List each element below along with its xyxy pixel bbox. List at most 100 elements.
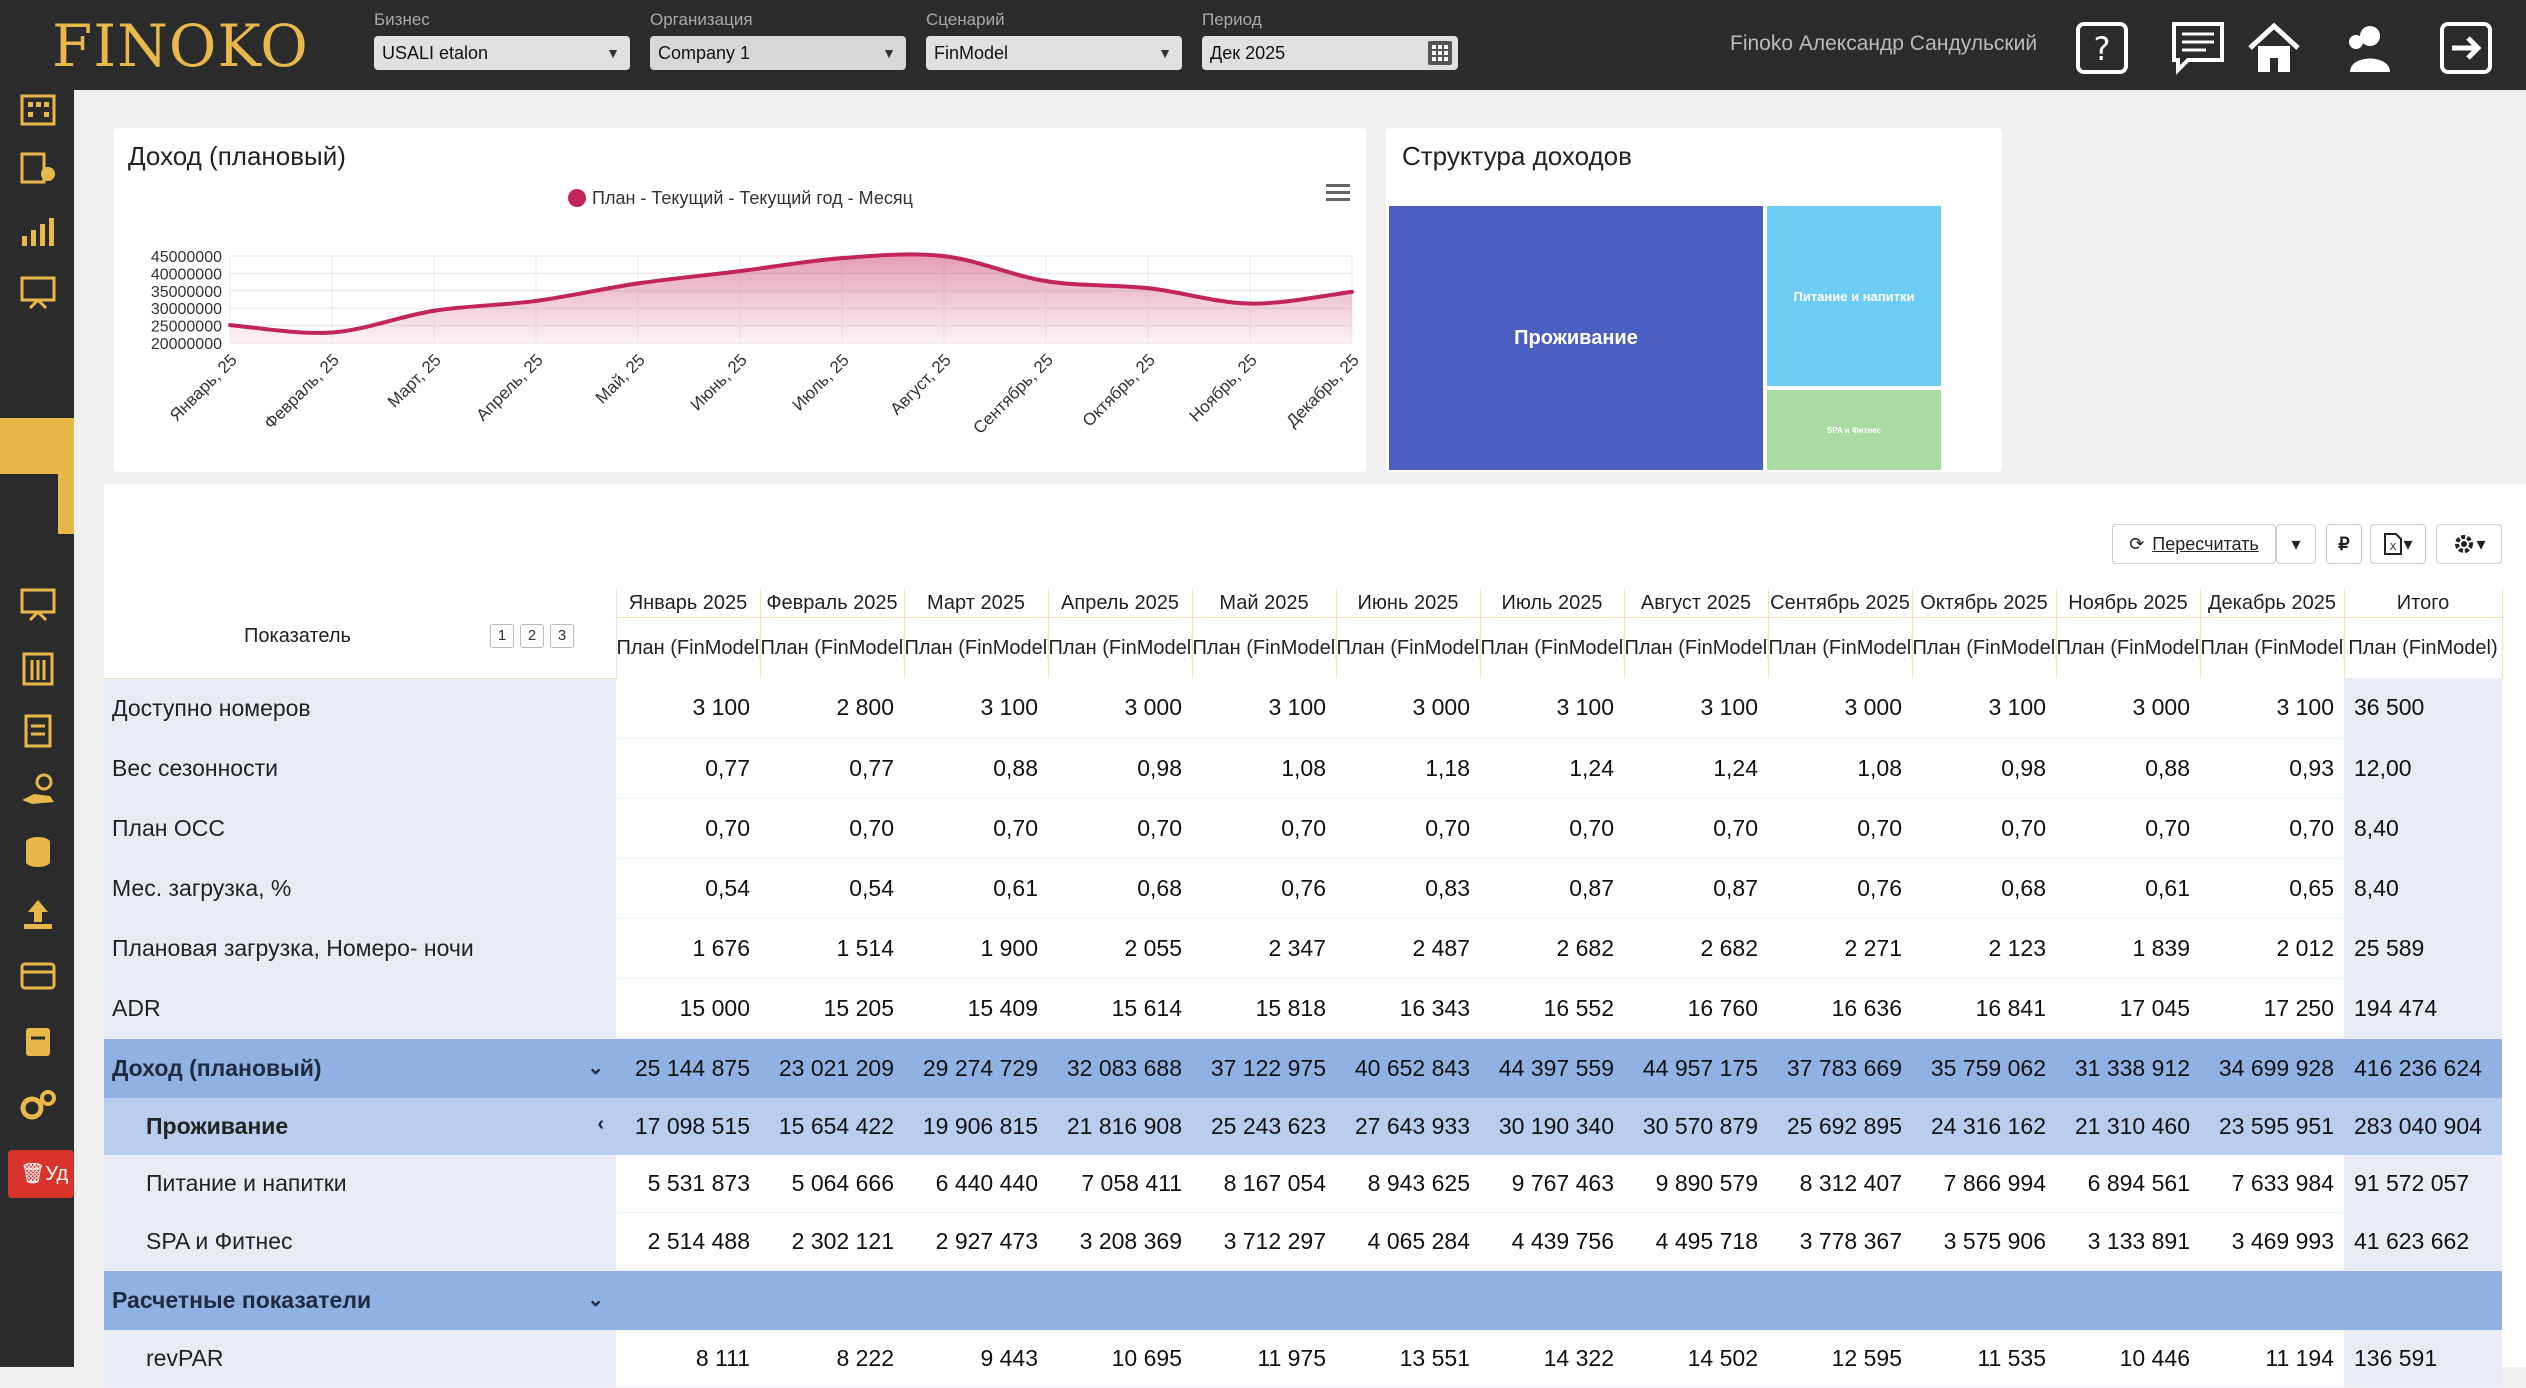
value-cell[interactable]: 3 575 906 <box>1912 1212 2056 1271</box>
value-cell[interactable]: 9 443 <box>904 1329 1048 1388</box>
value-cell[interactable] <box>616 1270 760 1330</box>
value-cell[interactable]: 3 100 <box>616 678 760 739</box>
value-cell[interactable]: 3 100 <box>1624 678 1768 739</box>
book-icon[interactable] <box>18 1024 58 1060</box>
messages-icon[interactable] <box>2170 20 2226 76</box>
building-icon[interactable] <box>18 90 58 126</box>
data-point[interactable] <box>1350 289 1354 294</box>
chevron-left-icon[interactable]: ‹ <box>597 1112 604 1135</box>
value-cell[interactable]: 14 322 <box>1480 1329 1624 1388</box>
value-cell[interactable]: 1 676 <box>616 918 760 979</box>
presentation-icon[interactable] <box>18 274 58 310</box>
value-cell[interactable]: 0,70 <box>1192 798 1336 859</box>
value-cell[interactable]: 3 000 <box>2056 678 2200 739</box>
value-cell[interactable]: 32 083 688 <box>1048 1038 1192 1098</box>
value-cell[interactable]: 11 194 <box>2200 1329 2344 1388</box>
data-point[interactable] <box>942 254 946 259</box>
value-cell[interactable]: 0,70 <box>616 798 760 859</box>
data-point[interactable] <box>840 256 844 261</box>
value-cell[interactable]: 0,83 <box>1336 858 1480 919</box>
value-cell[interactable]: 1,08 <box>1768 738 1912 799</box>
data-point[interactable] <box>534 298 538 303</box>
treemap-cell-spa[interactable]: SPA и Фитнес <box>1767 390 1941 470</box>
payment-icon[interactable] <box>18 958 58 994</box>
value-cell[interactable]: 23 595 951 <box>2200 1097 2344 1155</box>
value-cell[interactable]: 0,70 <box>1480 798 1624 859</box>
hand-coin-icon[interactable] <box>18 772 58 808</box>
value-cell[interactable]: 1,08 <box>1192 738 1336 799</box>
scenario-select[interactable]: FinModel ▼ <box>926 36 1182 70</box>
users-icon[interactable] <box>2340 20 2396 76</box>
value-cell[interactable]: 2 487 <box>1336 918 1480 979</box>
value-cell[interactable]: 17 045 <box>2056 978 2200 1039</box>
value-cell[interactable] <box>1912 1270 2056 1330</box>
user-name[interactable]: Finoko Александр Сандульский <box>1730 32 2038 55</box>
value-cell[interactable]: 2 514 488 <box>616 1212 760 1271</box>
value-cell[interactable]: 2 682 <box>1480 918 1624 979</box>
value-cell[interactable]: 0,70 <box>760 798 904 859</box>
row-label[interactable]: Доход (плановый) ⌄ <box>104 1038 616 1098</box>
office-building-icon[interactable] <box>18 650 58 686</box>
data-point[interactable] <box>1044 279 1048 284</box>
value-cell[interactable]: 4 065 284 <box>1336 1212 1480 1271</box>
value-cell[interactable]: 5 064 666 <box>760 1154 904 1213</box>
value-cell[interactable]: 3 100 <box>1912 678 2056 739</box>
value-cell[interactable]: 11 535 <box>1912 1329 2056 1388</box>
level-2-button[interactable]: 2 <box>520 624 544 648</box>
data-point[interactable] <box>228 323 232 328</box>
value-cell[interactable]: 15 205 <box>760 978 904 1039</box>
value-cell[interactable]: 9 767 463 <box>1480 1154 1624 1213</box>
value-cell[interactable]: 0,88 <box>904 738 1048 799</box>
value-cell[interactable]: 0,87 <box>1480 858 1624 919</box>
value-cell[interactable]: 5 531 873 <box>616 1154 760 1213</box>
value-cell[interactable]: 19 906 815 <box>904 1097 1048 1155</box>
value-cell[interactable]: 0,93 <box>2200 738 2344 799</box>
value-cell[interactable]: 29 274 729 <box>904 1038 1048 1098</box>
value-cell[interactable]: 0,70 <box>1768 798 1912 859</box>
value-cell[interactable]: 2 123 <box>1912 918 2056 979</box>
value-cell[interactable]: 21 816 908 <box>1048 1097 1192 1155</box>
value-cell[interactable]: 0,76 <box>1192 858 1336 919</box>
settings-cogs-icon[interactable] <box>18 1088 58 1124</box>
value-cell[interactable] <box>904 1270 1048 1330</box>
value-cell[interactable]: 3 208 369 <box>1048 1212 1192 1271</box>
value-cell[interactable]: 1,18 <box>1336 738 1480 799</box>
value-cell[interactable]: 8 111 <box>616 1329 760 1388</box>
value-cell[interactable]: 3 133 891 <box>2056 1212 2200 1271</box>
value-cell[interactable]: 3 469 993 <box>2200 1212 2344 1271</box>
data-point[interactable] <box>1248 301 1252 306</box>
value-cell[interactable]: 0,76 <box>1768 858 1912 919</box>
value-cell[interactable]: 25 692 895 <box>1768 1097 1912 1155</box>
value-cell[interactable]: 7 633 984 <box>2200 1154 2344 1213</box>
value-cell[interactable]: 1 514 <box>760 918 904 979</box>
value-cell[interactable]: 16 760 <box>1624 978 1768 1039</box>
value-cell[interactable]: 0,70 <box>1048 798 1192 859</box>
value-cell[interactable]: 30 570 879 <box>1624 1097 1768 1155</box>
value-cell[interactable]: 0,98 <box>1912 738 2056 799</box>
value-cell[interactable]: 8 943 625 <box>1336 1154 1480 1213</box>
level-1-button[interactable]: 1 <box>490 624 514 648</box>
calendar-grid-icon[interactable] <box>1428 41 1452 65</box>
value-cell[interactable]: 15 614 <box>1048 978 1192 1039</box>
value-cell[interactable]: 16 552 <box>1480 978 1624 1039</box>
value-cell[interactable]: 6 894 561 <box>2056 1154 2200 1213</box>
value-cell[interactable]: 10 695 <box>1048 1329 1192 1388</box>
value-cell[interactable]: 0,77 <box>616 738 760 799</box>
recalculate-dropdown-button[interactable]: ▾ <box>2276 524 2316 564</box>
delete-button[interactable]: 🗑Уд <box>8 1150 74 1198</box>
export-excel-button[interactable]: X ▾ <box>2370 524 2426 564</box>
value-cell[interactable]: 3 000 <box>1048 678 1192 739</box>
chevron-down-icon[interactable]: ⌄ <box>587 1056 604 1079</box>
value-cell[interactable]: 2 012 <box>2200 918 2344 979</box>
value-cell[interactable]: 24 316 162 <box>1912 1097 2056 1155</box>
value-cell[interactable] <box>1192 1270 1336 1330</box>
database-icon[interactable] <box>18 834 58 870</box>
value-cell[interactable]: 0,61 <box>2056 858 2200 919</box>
value-cell[interactable]: 1 900 <box>904 918 1048 979</box>
value-cell[interactable]: 0,70 <box>2200 798 2344 859</box>
presentation-active-icon[interactable] <box>18 336 58 372</box>
report-icon[interactable] <box>18 712 58 748</box>
value-cell[interactable]: 12 595 <box>1768 1329 1912 1388</box>
value-cell[interactable]: 17 250 <box>2200 978 2344 1039</box>
value-cell[interactable]: 25 144 875 <box>616 1038 760 1098</box>
